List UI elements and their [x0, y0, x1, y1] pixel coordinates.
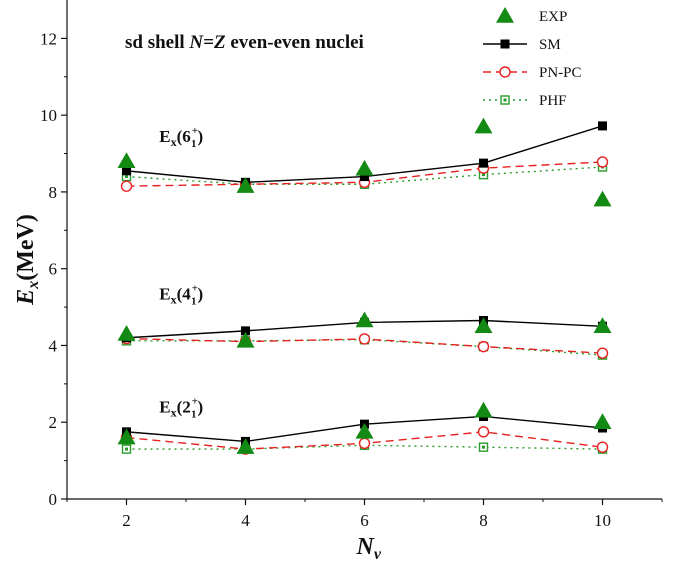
- series-line-phf-6plus: [126, 166, 603, 185]
- legend-item-phf: PHF: [483, 93, 567, 109]
- x-tick-label: 4: [241, 511, 250, 530]
- data-point-exp-4plus: [117, 324, 136, 341]
- data-point-phf-6plus-center: [125, 175, 128, 179]
- data-point-sm-6plus: [122, 166, 131, 176]
- state-label-4plus: Ex(4+ 1): [159, 282, 203, 307]
- data-point-pn-pc-6plus: [596, 156, 609, 168]
- y-tick-label: 10: [40, 106, 57, 125]
- legend-marker-exp: [496, 7, 514, 23]
- x-tick-label: 8: [479, 511, 488, 530]
- data-point-exp-6plus: [593, 190, 612, 207]
- data-point-sm-6plus: [479, 158, 488, 168]
- legend-label-pn-pc: PN-PC: [539, 65, 582, 81]
- legend-item-pn-pc: PN-PC: [483, 65, 582, 81]
- x-tick-label: 6: [360, 511, 369, 530]
- data-point-exp-4plus: [474, 317, 493, 334]
- x-tick-label: 2: [122, 511, 131, 530]
- data-point-exp-2plus: [474, 401, 493, 418]
- data-point-exp-6plus: [236, 177, 255, 193]
- data-point-exp-6plus: [355, 159, 374, 176]
- data-point-pn-pc-2plus: [596, 441, 609, 453]
- data-point-exp-4plus: [593, 317, 612, 334]
- data-point-exp-4plus: [355, 311, 374, 328]
- data-point-exp-6plus: [117, 152, 136, 168]
- x-tick-label: 10: [594, 511, 611, 530]
- data-point-sm-6plus: [598, 121, 607, 131]
- data-point-exp-4plus: [236, 331, 255, 348]
- series-layer: [117, 117, 612, 455]
- legend-item-sm: SM: [483, 37, 561, 53]
- legend: EXP SM PN-PC PHF: [483, 7, 582, 109]
- legend-marker-sm: [500, 39, 510, 49]
- state-label-2plus: Ex(2+ 1): [159, 396, 203, 421]
- series-exp: [117, 117, 612, 454]
- x-axis-title: Nv: [356, 534, 382, 563]
- data-point-phf-6plus-center: [482, 173, 485, 177]
- data-point-exp-2plus: [236, 438, 255, 454]
- data-point-exp-2plus: [117, 428, 136, 445]
- data-point-pn-pc-4plus: [477, 340, 490, 353]
- data-point-sm-4plus: [241, 326, 250, 336]
- legend-label-phf: PHF: [539, 93, 567, 109]
- chart-title: sd shell N=Z even-even nuclei: [125, 32, 364, 53]
- data-point-exp-6plus: [474, 117, 493, 134]
- y-tick-label: 2: [49, 413, 58, 432]
- y-tick-label: 12: [40, 29, 57, 48]
- data-point-pn-pc-4plus: [596, 347, 609, 359]
- series-line-phf-2plus: [126, 444, 603, 450]
- y-tick-label: 6: [49, 260, 58, 279]
- legend-label-exp: EXP: [539, 9, 567, 25]
- legend-item-exp: EXP: [496, 7, 567, 25]
- axes: 2 4 6 8 10 0 2 4 6 8 10 12: [40, 0, 663, 530]
- legend-marker-phf-center: [503, 98, 507, 102]
- annotations: Ex(6+ 1) Ex(4+ 1) Ex(2+ 1): [159, 125, 203, 421]
- data-point-pn-pc-4plus: [358, 333, 371, 345]
- data-point-pn-pc-2plus: [358, 437, 371, 450]
- data-point-phf-2plus-center: [125, 447, 128, 451]
- data-point-exp-2plus: [355, 422, 374, 439]
- data-point-exp-2plus: [593, 413, 612, 429]
- data-point-pn-pc-6plus: [120, 180, 133, 192]
- y-tick-label: 0: [49, 490, 58, 509]
- y-tick-label: 4: [49, 336, 58, 355]
- legend-label-sm: SM: [539, 37, 561, 53]
- legend-marker-pn-pc: [499, 66, 511, 78]
- y-axis-title: Ex(MeV): [13, 214, 42, 306]
- data-point-sm-6plus: [360, 172, 369, 182]
- data-point-pn-pc-2plus: [477, 426, 490, 438]
- state-label-6plus: Ex(6+ 1): [159, 125, 203, 150]
- data-point-phf-2plus-center: [482, 445, 485, 449]
- y-tick-label: 8: [49, 183, 58, 202]
